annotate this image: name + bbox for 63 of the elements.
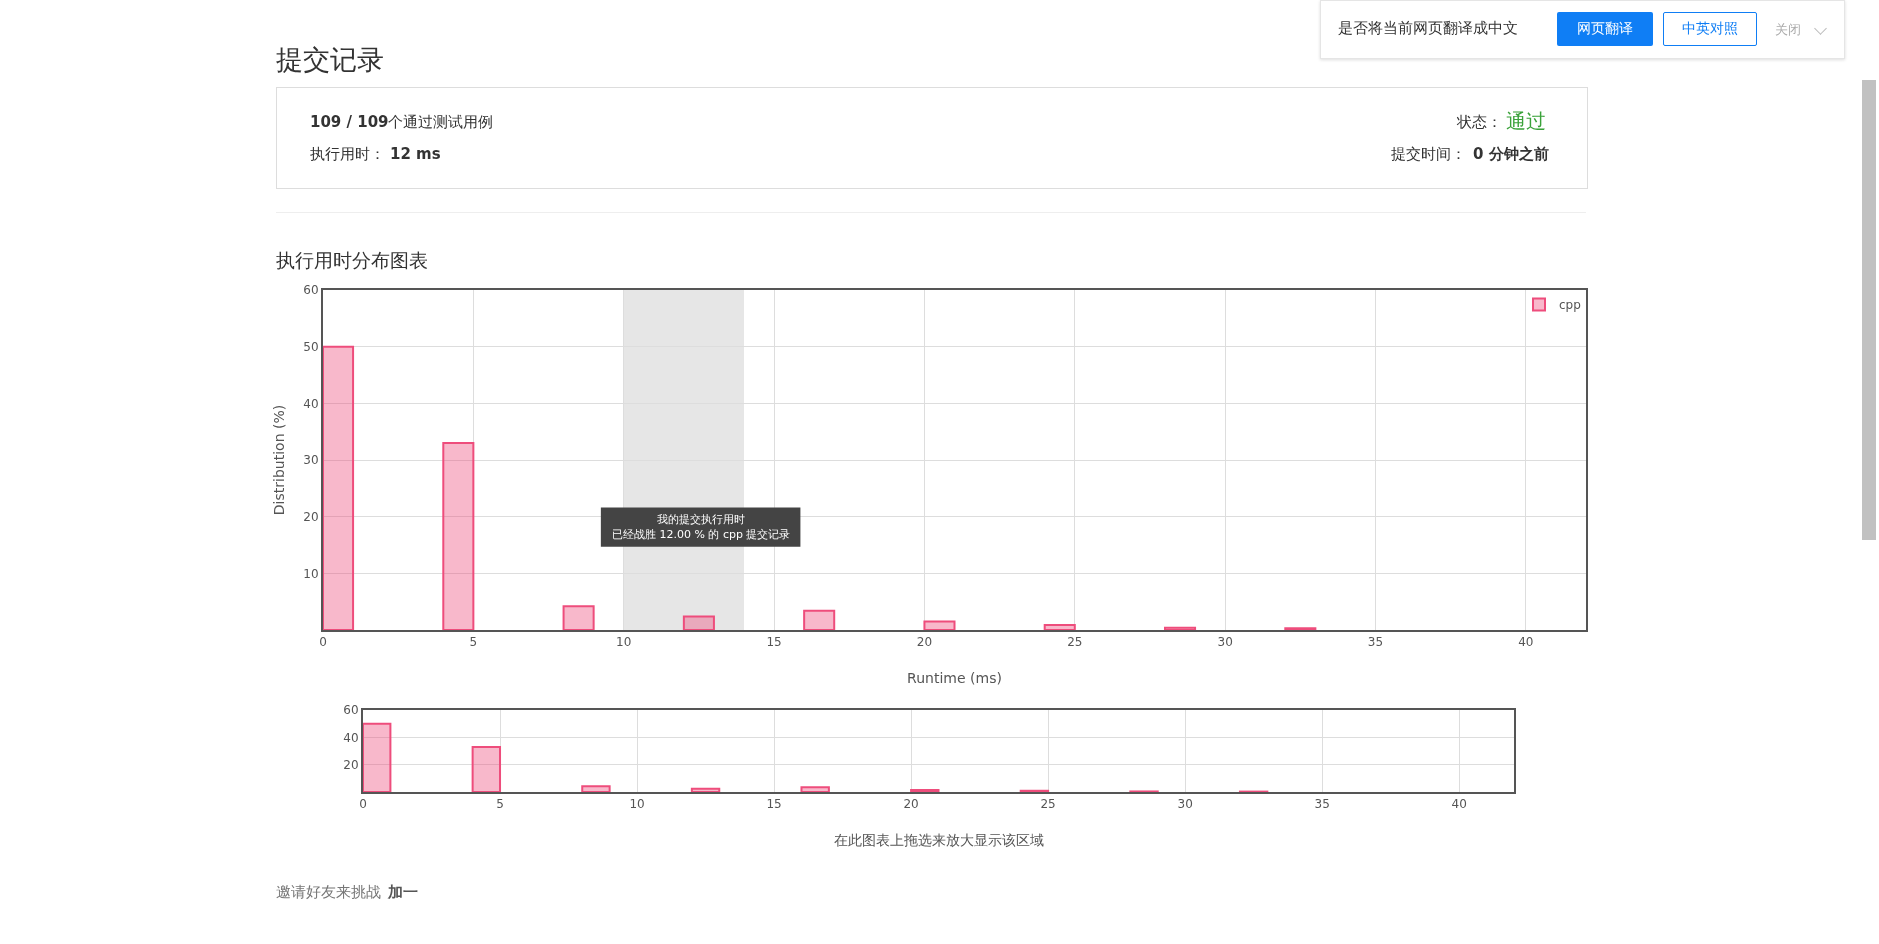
annotation: 我的提交执行用时: [657, 513, 745, 526]
x-tick-label: 10: [629, 797, 645, 812]
x-tick-label: 0: [359, 797, 367, 812]
bar: [442, 442, 475, 630]
x-axis-title: Runtime (ms): [907, 670, 1002, 686]
y-tick-label: 50: [303, 339, 319, 354]
legend-label: cpp: [1559, 298, 1581, 313]
text: 提交时间：: [1391, 145, 1466, 164]
bar: [923, 620, 956, 630]
x-tick-label: 0: [319, 635, 327, 650]
x-tick-label: 35: [1314, 797, 1330, 812]
x-tick-label: 10: [616, 635, 632, 650]
text: 加一: [388, 883, 418, 902]
chart-title: 执行用时分布图表: [276, 248, 428, 271]
bar: [323, 345, 355, 630]
bar: [690, 787, 721, 792]
y-tick-label: 60: [343, 703, 359, 718]
text: 网页翻译: [1557, 12, 1653, 46]
x-tick-label: 20: [903, 797, 919, 812]
y-tick-label: 10: [303, 566, 319, 581]
x-tick-label: 25: [1040, 797, 1056, 812]
x-tick-label: 40: [1518, 635, 1534, 650]
text: 0 分钟之前: [1473, 145, 1549, 164]
x-tick-label: 15: [766, 635, 782, 650]
y-tick-label: 40: [343, 730, 359, 745]
text: 12 ms: [390, 145, 441, 163]
x-tick-label: 30: [1217, 635, 1233, 650]
text: 是否将当前网页翻译成中文: [1338, 19, 1518, 38]
text: 提交记录: [276, 43, 384, 77]
x-axis-title: 在此图表上拖选来放大显示该区域: [833, 832, 1044, 848]
text: 状态：: [1457, 113, 1502, 132]
bar: [1043, 623, 1076, 630]
bar: [562, 605, 595, 630]
text: 邀请好友来挑战: [276, 883, 381, 902]
text: 109 / 109: [310, 113, 389, 131]
bar: [800, 786, 830, 792]
text: 个通过测试用例: [388, 113, 493, 132]
y-tick-label: 20: [303, 509, 319, 524]
bar: [581, 785, 611, 792]
bar: [682, 615, 715, 630]
bar: [1164, 626, 1197, 630]
y-axis-title: Distribution (%): [271, 404, 287, 516]
annotation: 已经战胜 12.00 % 的 cpp 提交记录: [612, 528, 791, 541]
y-tick-label: 40: [303, 396, 319, 411]
x-tick-label: 40: [1451, 797, 1467, 812]
x-tick-label: 5: [469, 635, 478, 650]
text: 中英对照: [1663, 12, 1757, 46]
bar: [803, 609, 836, 630]
bar: [910, 788, 940, 792]
x-tick-label: 25: [1067, 635, 1083, 650]
text: 通过: [1506, 108, 1546, 135]
text: 关闭: [1775, 21, 1801, 39]
text: 执行用时：: [310, 145, 385, 164]
x-tick-label: 20: [916, 635, 933, 650]
bar: [471, 745, 502, 792]
y-tick-label: 30: [303, 453, 319, 468]
bar: [363, 722, 392, 792]
y-tick-label: 60: [303, 283, 319, 298]
y-tick-label: 20: [343, 757, 359, 772]
x-tick-label: 30: [1177, 797, 1193, 812]
x-tick-label: 5: [496, 797, 504, 812]
x-tick-label: 35: [1367, 635, 1384, 650]
x-tick-label: 15: [766, 797, 782, 812]
